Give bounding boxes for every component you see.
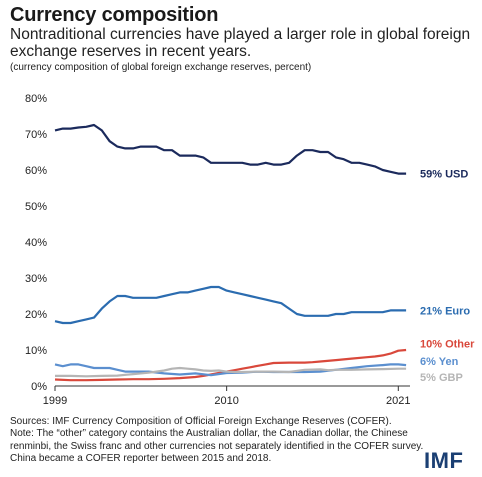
y-tick-label: 0% (31, 381, 47, 393)
x-tick-label: 2010 (214, 395, 238, 407)
y-tick-label: 30% (25, 273, 47, 285)
y-tick-label: 80% (25, 93, 47, 105)
series-line-gbp (55, 366, 407, 378)
y-tick-label: 40% (25, 237, 47, 249)
chart-subtitle: Nontraditional currencies have played a … (10, 26, 471, 60)
series-label-other: 10% Other (420, 339, 475, 351)
axes: 0% 10% 20% 30% 40% 50% 60% 70% 80% 1999 2010 2021 (25, 93, 411, 407)
series-lines (54, 123, 407, 382)
series-label-yen: 6% Yen (420, 356, 459, 368)
y-tick-label: 70% (25, 129, 47, 141)
chart-title: Currency composition (10, 4, 219, 26)
unit-note: (currency composition of global foreign … (10, 62, 312, 73)
series-label-euro: 21% Euro (420, 305, 470, 317)
sources-note: Sources: IMF Currency Composition of Off… (10, 416, 430, 466)
y-tick-label: 10% (25, 345, 47, 357)
imf-logo: IMF (424, 448, 464, 473)
x-tick-label: 2021 (386, 395, 410, 407)
series-line-other (54, 348, 407, 382)
y-tick-label: 60% (25, 165, 47, 177)
x-tick-label: 1999 (43, 395, 67, 407)
series-line-euro (54, 285, 407, 325)
series-line-yen (54, 363, 407, 377)
sources-line: Sources: IMF Currency Composition of Off… (10, 416, 392, 427)
y-tick-label: 20% (25, 309, 47, 321)
series-line-usd (54, 123, 407, 175)
series-label-usd: 59% USD (420, 169, 468, 181)
note-line: Note: The “other” category contains the … (10, 428, 424, 465)
series-label-gbp: 5% GBP (420, 372, 463, 384)
line-chart: 0% 10% 20% 30% 40% 50% 60% 70% 80% 1999 2010 2021 5… (25, 93, 475, 407)
series-labels: 59% USD 21% Euro 10% Other 6% Yen 5% GBP (420, 169, 475, 384)
y-tick-label: 50% (25, 201, 47, 213)
